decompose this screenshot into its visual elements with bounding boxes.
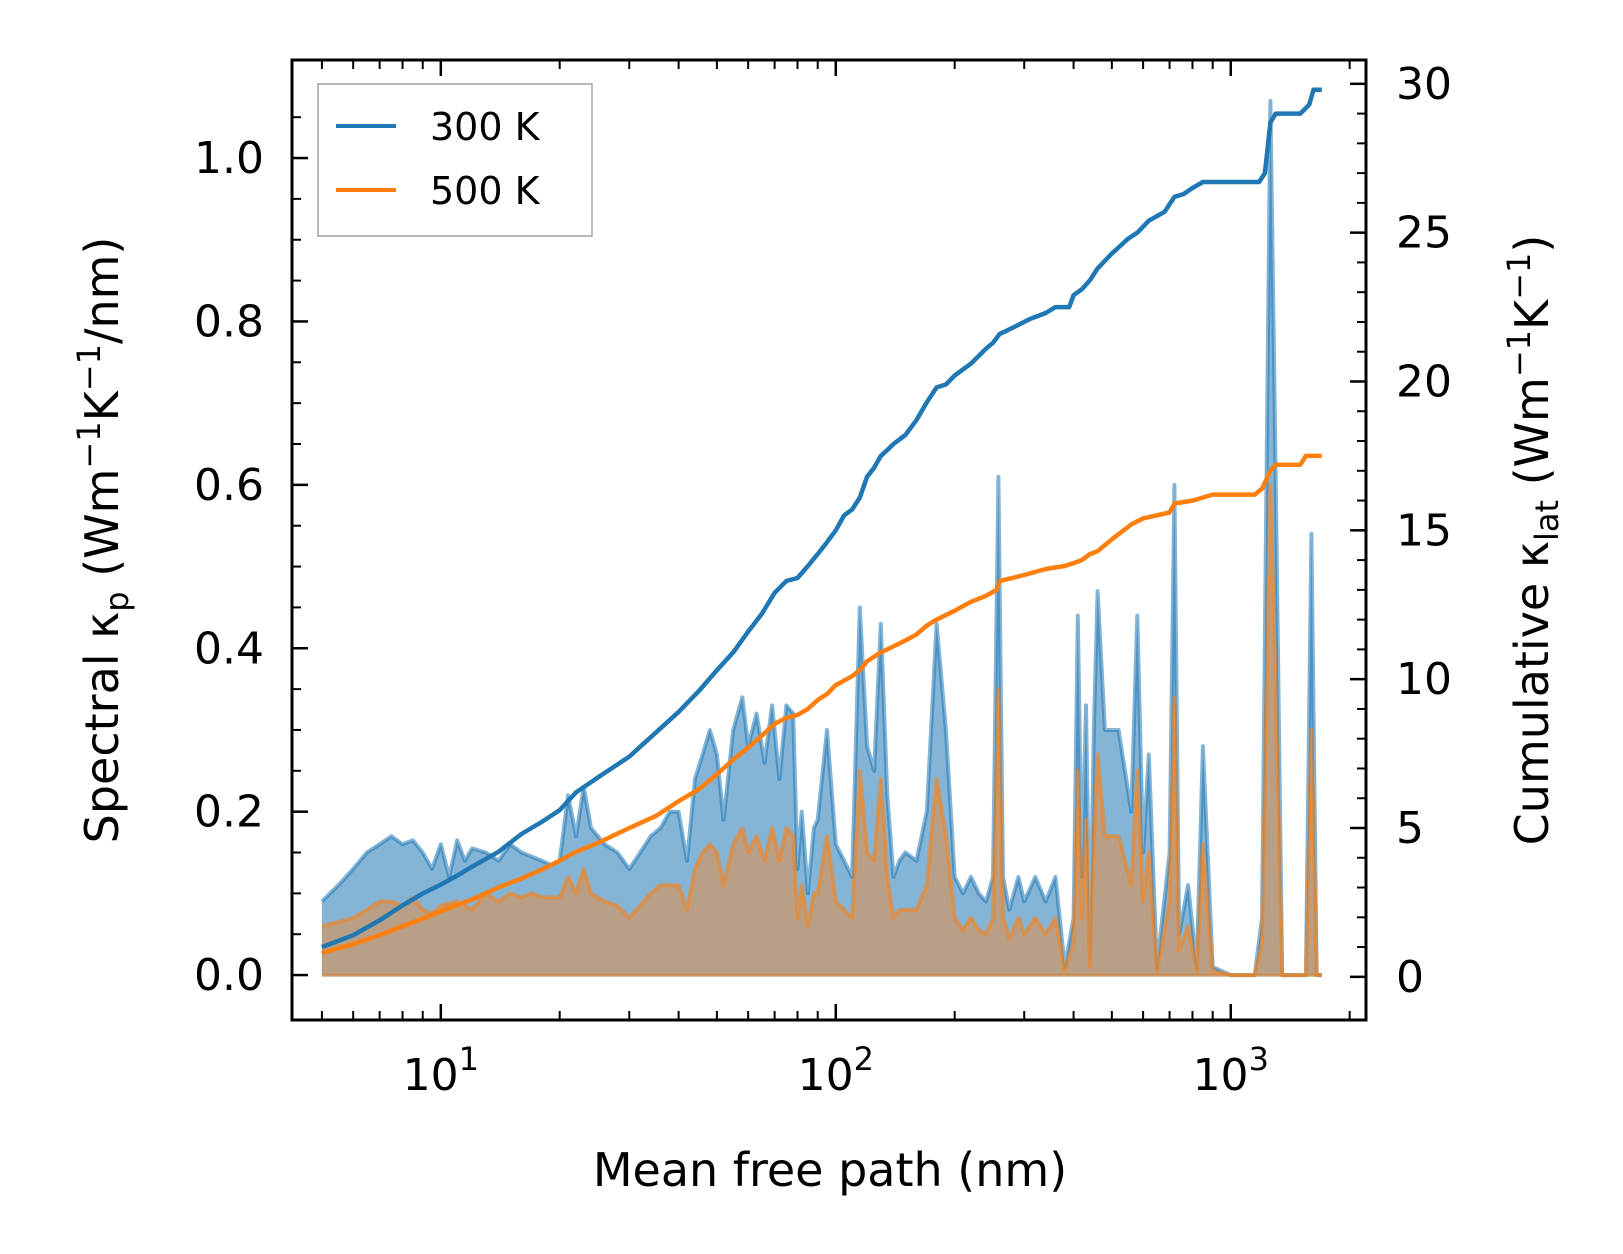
y-left-tick-label: 0.0 xyxy=(194,950,264,1001)
spectral-line-500k xyxy=(321,482,1322,978)
y-axis-left-label: Spectral κp (Wm−1K−1/nm) xyxy=(70,237,136,844)
y-right-tick-label: 5 xyxy=(1396,803,1424,854)
y-right-tick-label: 30 xyxy=(1396,59,1452,110)
legend: 300 K 500 K xyxy=(317,83,593,237)
cumulative-line-300k xyxy=(321,87,1322,950)
spectral-area-300k xyxy=(321,100,1322,976)
y-left-tick-label: 0.6 xyxy=(194,460,264,511)
y-left-tick-label: 0.2 xyxy=(194,787,264,838)
axes-frame xyxy=(290,58,1368,1022)
x-tick-label: 101 xyxy=(403,1040,479,1101)
legend-frame xyxy=(317,83,593,237)
spectral-line-300k xyxy=(320,98,1322,978)
legend-label-500k: 500 K xyxy=(430,169,541,213)
x-tick-label: 103 xyxy=(1193,1040,1269,1101)
y-right-tick-label: 0 xyxy=(1396,952,1424,1003)
axes: 101 102 103 0.0 0.2 0.4 0.6 0.8 1.0 0 5 10 15 20 25 30 xyxy=(194,58,1452,1101)
x-tick-label: 102 xyxy=(798,1040,874,1101)
legend-label-300k: 300 K xyxy=(430,105,541,149)
y-left-tick-label: 0.8 xyxy=(194,296,264,347)
y-right-tick-label: 20 xyxy=(1396,356,1452,407)
y-right-tick-label: 15 xyxy=(1396,505,1452,556)
y-left-tick-label: 0.4 xyxy=(194,623,264,674)
y-right-tick-label: 10 xyxy=(1396,654,1452,705)
y-axis-right-label: Cumulative κlat (Wm−1K−1) xyxy=(1500,235,1566,846)
cumulative-line-500k xyxy=(321,453,1322,956)
plot-area xyxy=(320,87,1322,978)
x-axis-label: Mean free path (nm) xyxy=(593,1143,1067,1197)
y-left-tick-label: 1.0 xyxy=(194,133,264,184)
plot-content xyxy=(320,87,1322,978)
y-right-tick-label: 25 xyxy=(1396,208,1452,259)
